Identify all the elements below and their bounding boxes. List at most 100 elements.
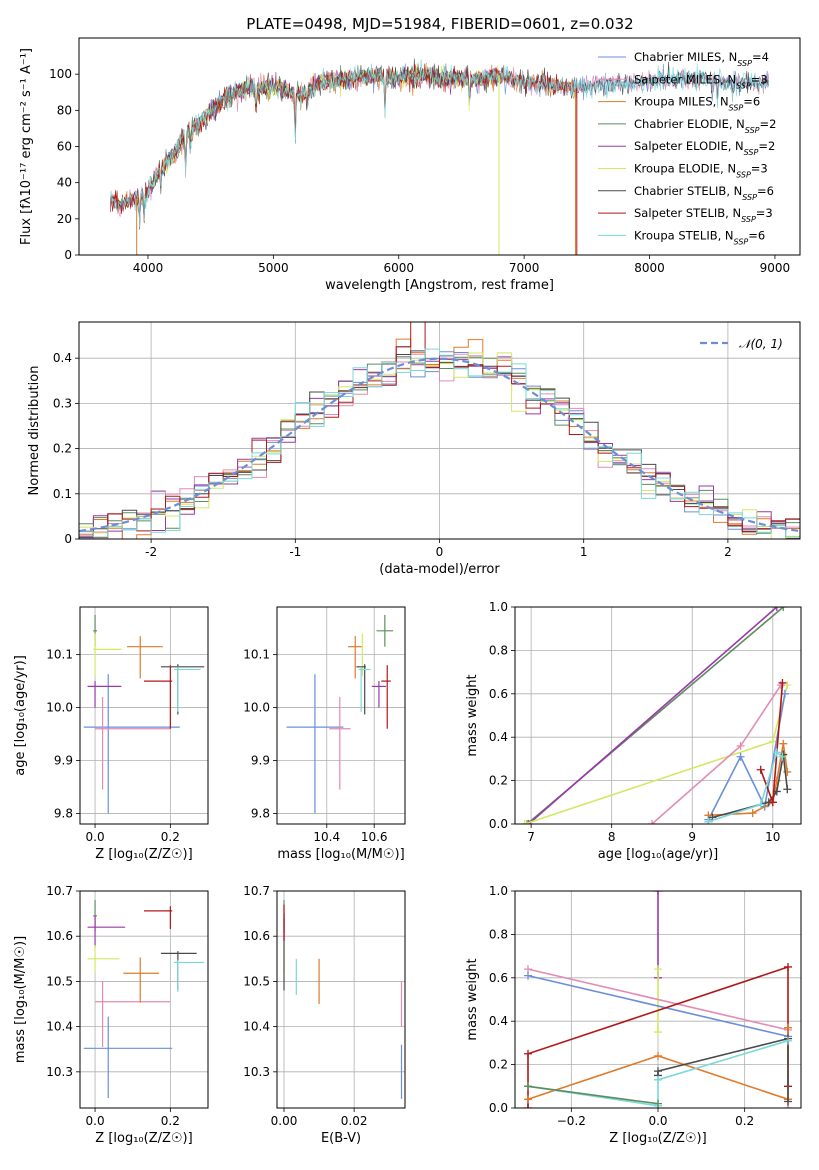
weight-marker: [756, 765, 765, 774]
y-tick-label: 80: [57, 103, 72, 117]
legend-label: Kroupa MILES, NSSP=6: [634, 95, 760, 113]
errorbars: [286, 614, 394, 814]
y-tick-label: 0.4: [489, 730, 508, 744]
plot-frame: [78, 321, 801, 540]
weight-marker: [772, 607, 781, 611]
x-tick-label: -1: [289, 545, 301, 559]
weight-lines: [520, 607, 792, 824]
weight-line: [707, 693, 786, 821]
x-axis-label: E(B-V): [321, 1131, 361, 1146]
legend-label: Chabrier STELIB, NSSP=6: [634, 184, 774, 202]
y-axis-label: mass weight: [465, 958, 480, 1040]
y-axis-label: Flux [fλ10⁻¹⁷ erg cm⁻² s⁻¹ A⁻¹]: [19, 48, 34, 245]
y-tick-label: 0.8: [489, 643, 508, 657]
x-tick-label: 10.4: [313, 830, 340, 844]
histogram-step: [79, 348, 800, 538]
errorbars: [83, 614, 205, 814]
weight-marker: [756, 800, 765, 809]
plot-frame: [276, 606, 406, 825]
weight-marker: [779, 607, 788, 611]
plot-frame: [276, 890, 406, 1109]
weight-marker: [654, 1075, 662, 1084]
weight-marker: [748, 809, 757, 818]
x-tick-label: 0.0: [86, 830, 105, 844]
legend-label: Salpeter ELODIE, NSSP=2: [634, 139, 775, 157]
x-tick-label: 1: [580, 545, 588, 559]
panels: 4000 5000 6000 7000 8000 9000020406080100wave…: [13, 37, 802, 1146]
y-tick-label: 9.8: [251, 806, 270, 820]
x-tick-label: 9000: [760, 261, 791, 275]
spectrum-panel: 4000 5000 6000 7000 8000 9000 0 20 40 60 80 100 wave…: [19, 37, 801, 293]
y-tick-label: 10.0: [46, 701, 73, 715]
weight-marker: [784, 962, 792, 971]
legend-label: Kroupa ELODIE, NSSP=3: [634, 162, 768, 180]
x-tick-label: -2: [145, 545, 157, 559]
x-tick-label: 8000: [634, 261, 665, 275]
y-tick-label: 10.1: [46, 648, 73, 662]
normal-curve: [79, 357, 800, 533]
x-axis-label: age [log₁₀(age/yr)]: [598, 847, 719, 862]
weight-marker: [772, 748, 781, 757]
weight-marker: [736, 752, 745, 761]
y-tick-label: 1.0: [489, 600, 508, 614]
x-tick-label: 0.0: [648, 1114, 667, 1128]
weight-marker: [778, 752, 787, 761]
y-tick-label: 0.8: [489, 927, 508, 941]
figure-title: PLATE=0498, MJD=51984, FIBERID=0601, z=0…: [246, 15, 633, 33]
weight_vs_Z-panel: −0.2 0.0 0.2 0.0 0.2 0.4 0.6 0.8 1.0 Z [log₁₀(Z/Z…: [465, 884, 802, 1146]
weight-marker: [654, 1099, 662, 1108]
x-axis-label: wavelength [Angstrom, rest frame]: [325, 278, 554, 293]
x-tick-label: 4000: [133, 261, 164, 275]
plot-frame: [78, 37, 801, 256]
weight-marker: [654, 1028, 662, 1037]
y-tick-label: 0.4: [489, 1014, 508, 1028]
x-tick-label: 0.0: [86, 1114, 105, 1128]
y-tick-label: 0.2: [489, 1058, 508, 1072]
weight-marker: [654, 1067, 662, 1076]
y-tick-label: 0.0: [489, 817, 508, 831]
spectrum-line: [110, 59, 769, 228]
x-axis-label: Z [log₁₀(Z/Z☉)]: [95, 847, 192, 862]
y-tick-label: 10.5: [243, 974, 270, 988]
y-tick-label: 10.6: [46, 929, 73, 943]
x-tick-label: 10.6: [361, 830, 388, 844]
y-tick-label: 20: [57, 212, 72, 226]
spectrum-legend: Chabrier MILES, NSSP=4 Salpeter MILES, NS…: [598, 50, 776, 246]
weight-marker: [654, 891, 662, 895]
plot-frame: [514, 890, 802, 1109]
age_vs_Z-panel: 0.0 0.2 9.8 9.9 10.0 10.1 Z [log₁₀(Z/Z☉)] age […: [13, 606, 209, 862]
x-tick-label: 0.02: [341, 1114, 368, 1128]
weight-marker: [654, 1051, 662, 1060]
x-tick-label: 9: [688, 830, 696, 844]
y-tick-label: 10.3: [46, 1065, 73, 1079]
y-tick-label: 10.3: [243, 1065, 270, 1079]
y-tick-label: 9.9: [251, 753, 270, 767]
weight-marker: [779, 739, 788, 748]
weight-marker: [523, 820, 532, 824]
plot-frame: [514, 606, 802, 825]
y-tick-label: 0.2: [489, 774, 508, 788]
weight-marker: [524, 971, 532, 980]
weight-marker: [768, 737, 777, 746]
plot-frame: [79, 890, 209, 1109]
weight-marker: [524, 1049, 532, 1058]
x-tick-label: 6000: [383, 261, 414, 275]
y-tick-label: 1.0: [489, 884, 508, 898]
y-tick-label: 10.6: [243, 929, 270, 943]
weight-marker: [524, 1104, 532, 1108]
y-tick-label: 10.7: [243, 884, 270, 898]
y-tick-label: 0.4: [53, 351, 72, 365]
weight-marker: [520, 820, 529, 824]
x-axis-label: mass [log₁₀(M/M☉)]: [277, 847, 404, 862]
y-tick-label: 9.9: [54, 753, 73, 767]
errorbars: [83, 900, 205, 1099]
x-tick-label: 0.2: [161, 830, 180, 844]
weight-line: [527, 1039, 789, 1107]
mass_vs_ebv-panel: 0.00 0.02 10.3 10.4 10.5 10.6 10.7 E(B-V): [243, 884, 406, 1146]
x-tick-label: 0.2: [735, 1114, 754, 1128]
weight-marker: [784, 1097, 792, 1106]
y-tick-label: 10.0: [243, 701, 270, 715]
x-tick-label: 10: [765, 830, 780, 844]
y-tick-label: 40: [57, 176, 72, 190]
weight-marker: [524, 1082, 532, 1091]
